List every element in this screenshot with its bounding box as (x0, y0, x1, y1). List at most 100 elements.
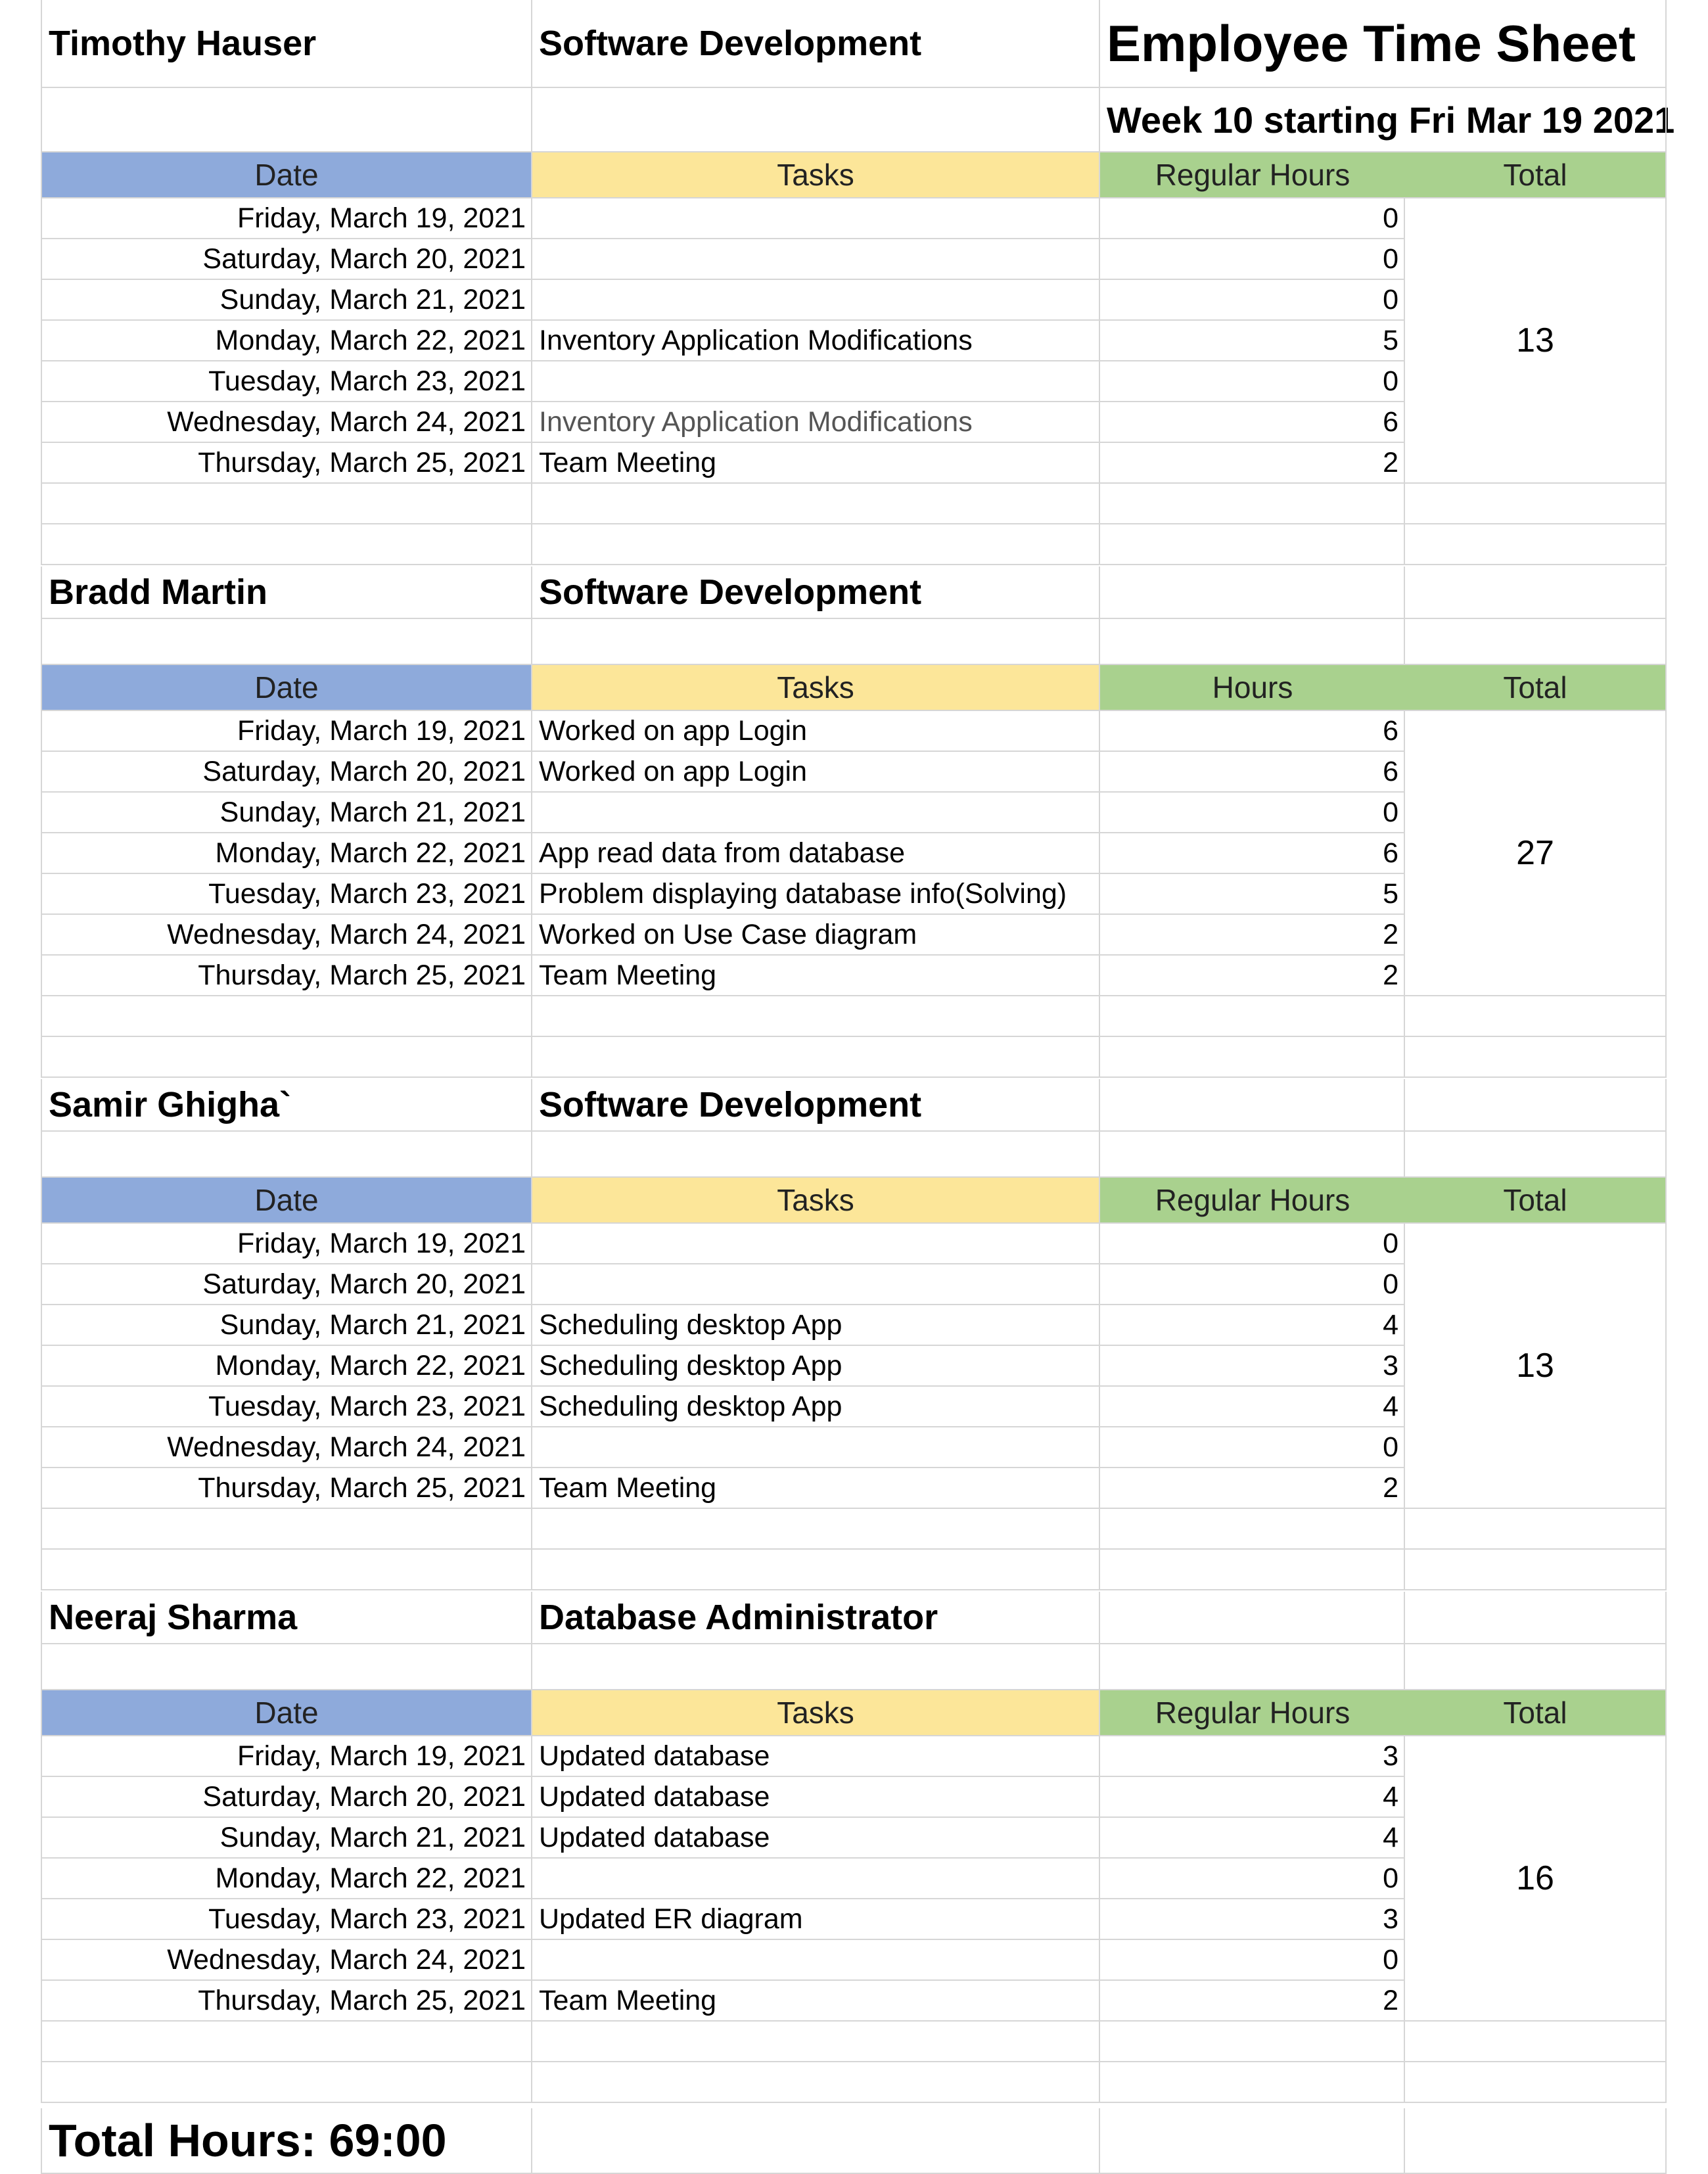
weekly-total-cell[interactable]: 16 (1405, 1736, 1667, 2022)
task-cell[interactable] (532, 280, 1100, 321)
empty-cell[interactable] (532, 1037, 1100, 1078)
employee-department[interactable]: Software Development (532, 0, 1100, 88)
hours-cell[interactable]: 5 (1100, 321, 1405, 361)
task-cell[interactable]: Problem displaying database info(Solving… (532, 874, 1100, 915)
empty-cell[interactable] (1405, 524, 1667, 565)
empty-cell[interactable] (1100, 2022, 1405, 2062)
task-cell[interactable] (532, 239, 1100, 280)
task-cell[interactable]: Team Meeting (532, 1981, 1100, 2022)
hours-cell[interactable]: 0 (1100, 361, 1405, 402)
total-header[interactable]: Total (1405, 665, 1667, 711)
empty-cell[interactable] (1100, 1592, 1405, 1644)
empty-cell[interactable] (41, 1550, 532, 1590)
task-cell[interactable] (532, 1940, 1100, 1981)
hours-cell[interactable]: 0 (1100, 198, 1405, 239)
hours-header[interactable]: Regular Hours (1100, 1178, 1405, 1224)
date-cell[interactable]: Wednesday, March 24, 2021 (41, 1940, 532, 1981)
empty-cell[interactable] (1405, 996, 1667, 1037)
empty-cell[interactable] (1405, 1079, 1667, 1132)
date-header[interactable]: Date (41, 1690, 532, 1736)
task-cell[interactable]: Worked on Use Case diagram (532, 915, 1100, 956)
date-header[interactable]: Date (41, 665, 532, 711)
empty-cell[interactable] (1100, 484, 1405, 524)
date-cell[interactable]: Tuesday, March 23, 2021 (41, 361, 532, 402)
hours-header[interactable]: Regular Hours (1100, 152, 1405, 198)
hours-header[interactable]: Hours (1100, 665, 1405, 711)
task-cell[interactable]: App read data from database (532, 833, 1100, 874)
task-cell[interactable] (532, 793, 1100, 833)
hours-cell[interactable]: 3 (1100, 1899, 1405, 1940)
empty-cell[interactable] (1100, 619, 1405, 665)
tasks-header[interactable]: Tasks (532, 1178, 1100, 1224)
empty-cell[interactable] (532, 619, 1100, 665)
task-cell[interactable]: Scheduling desktop App (532, 1346, 1100, 1387)
date-cell[interactable]: Saturday, March 20, 2021 (41, 1264, 532, 1305)
empty-cell[interactable] (1100, 1509, 1405, 1550)
employee-name[interactable]: Neeraj Sharma (41, 1592, 532, 1644)
task-cell[interactable]: Updated ER diagram (532, 1899, 1100, 1940)
hours-cell[interactable]: 6 (1100, 402, 1405, 443)
hours-cell[interactable]: 0 (1100, 1427, 1405, 1468)
employee-department[interactable]: Software Development (532, 567, 1100, 619)
empty-cell[interactable] (41, 1037, 532, 1078)
empty-cell[interactable] (41, 2022, 532, 2062)
date-cell[interactable]: Sunday, March 21, 2021 (41, 280, 532, 321)
sheet-subtitle[interactable]: Week 10 starting Fri Mar 19 2021 (1100, 88, 1674, 152)
hours-cell[interactable]: 0 (1100, 1859, 1405, 1899)
task-cell[interactable]: Team Meeting (532, 956, 1100, 996)
hours-cell[interactable]: 3 (1100, 1736, 1405, 1777)
empty-cell[interactable] (532, 996, 1100, 1037)
task-cell[interactable]: Inventory Application Modifications (532, 321, 1100, 361)
date-cell[interactable]: Sunday, March 21, 2021 (41, 1818, 532, 1859)
date-cell[interactable]: Wednesday, March 24, 2021 (41, 402, 532, 443)
empty-cell[interactable] (1100, 567, 1405, 619)
task-cell[interactable]: Team Meeting (532, 1468, 1100, 1509)
task-cell[interactable]: Scheduling desktop App (532, 1387, 1100, 1427)
task-cell[interactable]: Team Meeting (532, 443, 1100, 484)
date-cell[interactable]: Wednesday, March 24, 2021 (41, 1427, 532, 1468)
empty-cell[interactable] (41, 484, 532, 524)
empty-cell[interactable] (1100, 996, 1405, 1037)
empty-cell[interactable] (1405, 88, 1667, 152)
weekly-total-cell[interactable]: 13 (1405, 1224, 1667, 1509)
date-cell[interactable]: Saturday, March 20, 2021 (41, 239, 532, 280)
empty-cell[interactable] (1100, 1550, 1405, 1590)
weekly-total-cell[interactable]: 13 (1405, 198, 1667, 484)
hours-cell[interactable]: 5 (1100, 874, 1405, 915)
empty-cell[interactable] (532, 88, 1100, 152)
empty-cell[interactable] (41, 996, 532, 1037)
hours-cell[interactable]: 2 (1100, 1981, 1405, 2022)
weekly-total-cell[interactable]: 27 (1405, 711, 1667, 996)
tasks-header[interactable]: Tasks (532, 1690, 1100, 1736)
hours-cell[interactable]: 6 (1100, 752, 1405, 793)
empty-cell[interactable] (1100, 1132, 1405, 1178)
empty-cell[interactable] (1405, 1644, 1667, 1690)
date-cell[interactable]: Thursday, March 25, 2021 (41, 1468, 532, 1509)
hours-cell[interactable]: 0 (1100, 793, 1405, 833)
date-cell[interactable]: Monday, March 22, 2021 (41, 1346, 532, 1387)
total-header[interactable]: Total (1405, 1178, 1667, 1224)
empty-cell[interactable] (1405, 1037, 1667, 1078)
hours-cell[interactable]: 2 (1100, 915, 1405, 956)
date-cell[interactable]: Thursday, March 25, 2021 (41, 443, 532, 484)
date-cell[interactable]: Saturday, March 20, 2021 (41, 1777, 532, 1818)
date-header[interactable]: Date (41, 152, 532, 198)
date-cell[interactable]: Thursday, March 25, 2021 (41, 1981, 532, 2022)
task-cell[interactable]: Worked on app Login (532, 711, 1100, 752)
hours-cell[interactable]: 2 (1100, 956, 1405, 996)
employee-name[interactable]: Bradd Martin (41, 567, 532, 619)
empty-cell[interactable] (532, 484, 1100, 524)
empty-cell[interactable] (532, 1509, 1100, 1550)
empty-cell[interactable] (1100, 1079, 1405, 1132)
empty-cell[interactable] (1100, 2108, 1405, 2174)
task-cell[interactable] (532, 1264, 1100, 1305)
empty-cell[interactable] (41, 2062, 532, 2103)
hours-cell[interactable]: 4 (1100, 1387, 1405, 1427)
empty-cell[interactable] (41, 524, 532, 565)
empty-cell[interactable] (532, 524, 1100, 565)
hours-cell[interactable]: 0 (1100, 1224, 1405, 1264)
total-header[interactable]: Total (1405, 152, 1667, 198)
task-cell[interactable] (532, 361, 1100, 402)
empty-cell[interactable] (1405, 1550, 1667, 1590)
date-cell[interactable]: Tuesday, March 23, 2021 (41, 1899, 532, 1940)
